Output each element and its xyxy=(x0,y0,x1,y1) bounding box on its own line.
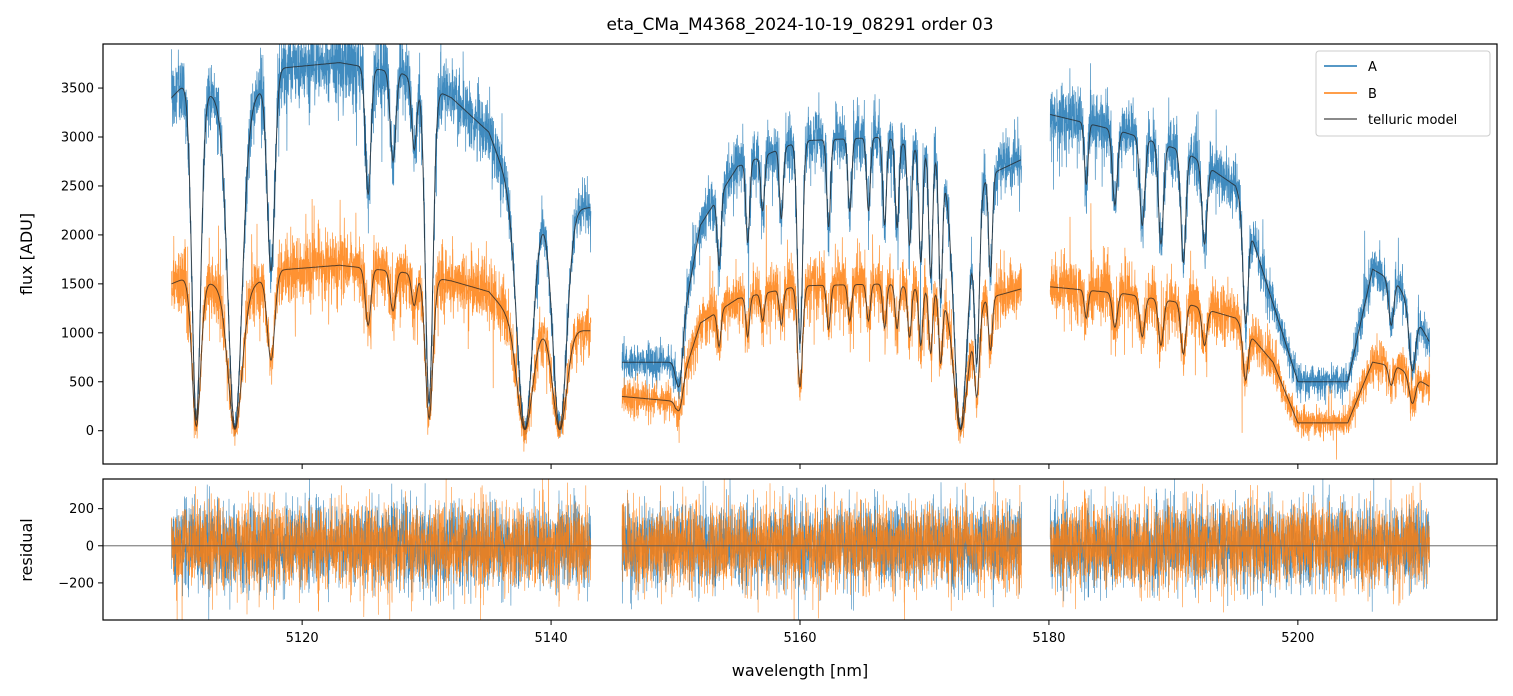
residual-y-tick-label: 0 xyxy=(86,539,94,554)
x-tick-label: 5180 xyxy=(1032,631,1065,646)
telluric-model-line-a xyxy=(622,137,1022,430)
flux-y-tick-label: 3000 xyxy=(61,131,94,146)
residual-b-line xyxy=(171,479,592,620)
telluric-model-line-a xyxy=(1050,114,1430,383)
x-tick-label: 5120 xyxy=(286,631,319,646)
chart-title: eta_CMa_M4368_2024-10-19_08291 order 03 xyxy=(606,15,993,35)
legend-item-telluric-model: telluric model xyxy=(1324,113,1457,128)
legend-label-b: B xyxy=(1368,87,1377,102)
series-b-line xyxy=(621,205,1022,444)
legend-label-telluric-model: telluric model xyxy=(1368,113,1457,128)
residual-b-line xyxy=(621,479,1022,620)
legend-label-a: A xyxy=(1368,60,1377,75)
flux-y-tick-label: 1000 xyxy=(61,326,94,341)
flux-y-tick-label: 2500 xyxy=(61,179,94,194)
legend-frame xyxy=(1315,50,1491,137)
telluric-model-line-b xyxy=(621,283,1022,431)
residual-y-tick-label: 200 xyxy=(69,502,94,517)
residual-y-tick-label: −200 xyxy=(58,576,94,591)
series-b-line xyxy=(1049,203,1431,460)
x-tick-label: 5140 xyxy=(535,631,568,646)
legend: A B telluric model xyxy=(1315,50,1491,137)
legend-item-b: B xyxy=(1324,87,1377,102)
flux-y-tick-label: 1500 xyxy=(61,277,94,292)
flux-y-tick-label: 0 xyxy=(86,424,94,439)
telluric-model-line-a xyxy=(171,62,591,430)
x-axis-label: wavelength [nm] xyxy=(732,661,869,680)
flux-y-tick-label: 500 xyxy=(69,375,94,390)
flux-y-tick-label: 3500 xyxy=(61,82,94,97)
flux-y-tick-label: 2000 xyxy=(61,228,94,243)
x-tick-label: 5200 xyxy=(1281,631,1314,646)
residual-y-axis-label: residual xyxy=(17,518,36,581)
telluric-model-line-b xyxy=(1050,286,1430,424)
residual-panel: −200 0 200 5120 5140 5160 5180 5200 residual xyxy=(17,478,1498,646)
telluric-model-line-b xyxy=(171,264,591,431)
x-tick-label: 5160 xyxy=(783,631,816,646)
flux-y-axis-label: flux [ADU] xyxy=(17,213,36,295)
series-a-line xyxy=(171,44,592,441)
residual-b-line xyxy=(1049,479,1430,613)
legend-item-a: A xyxy=(1324,60,1377,75)
